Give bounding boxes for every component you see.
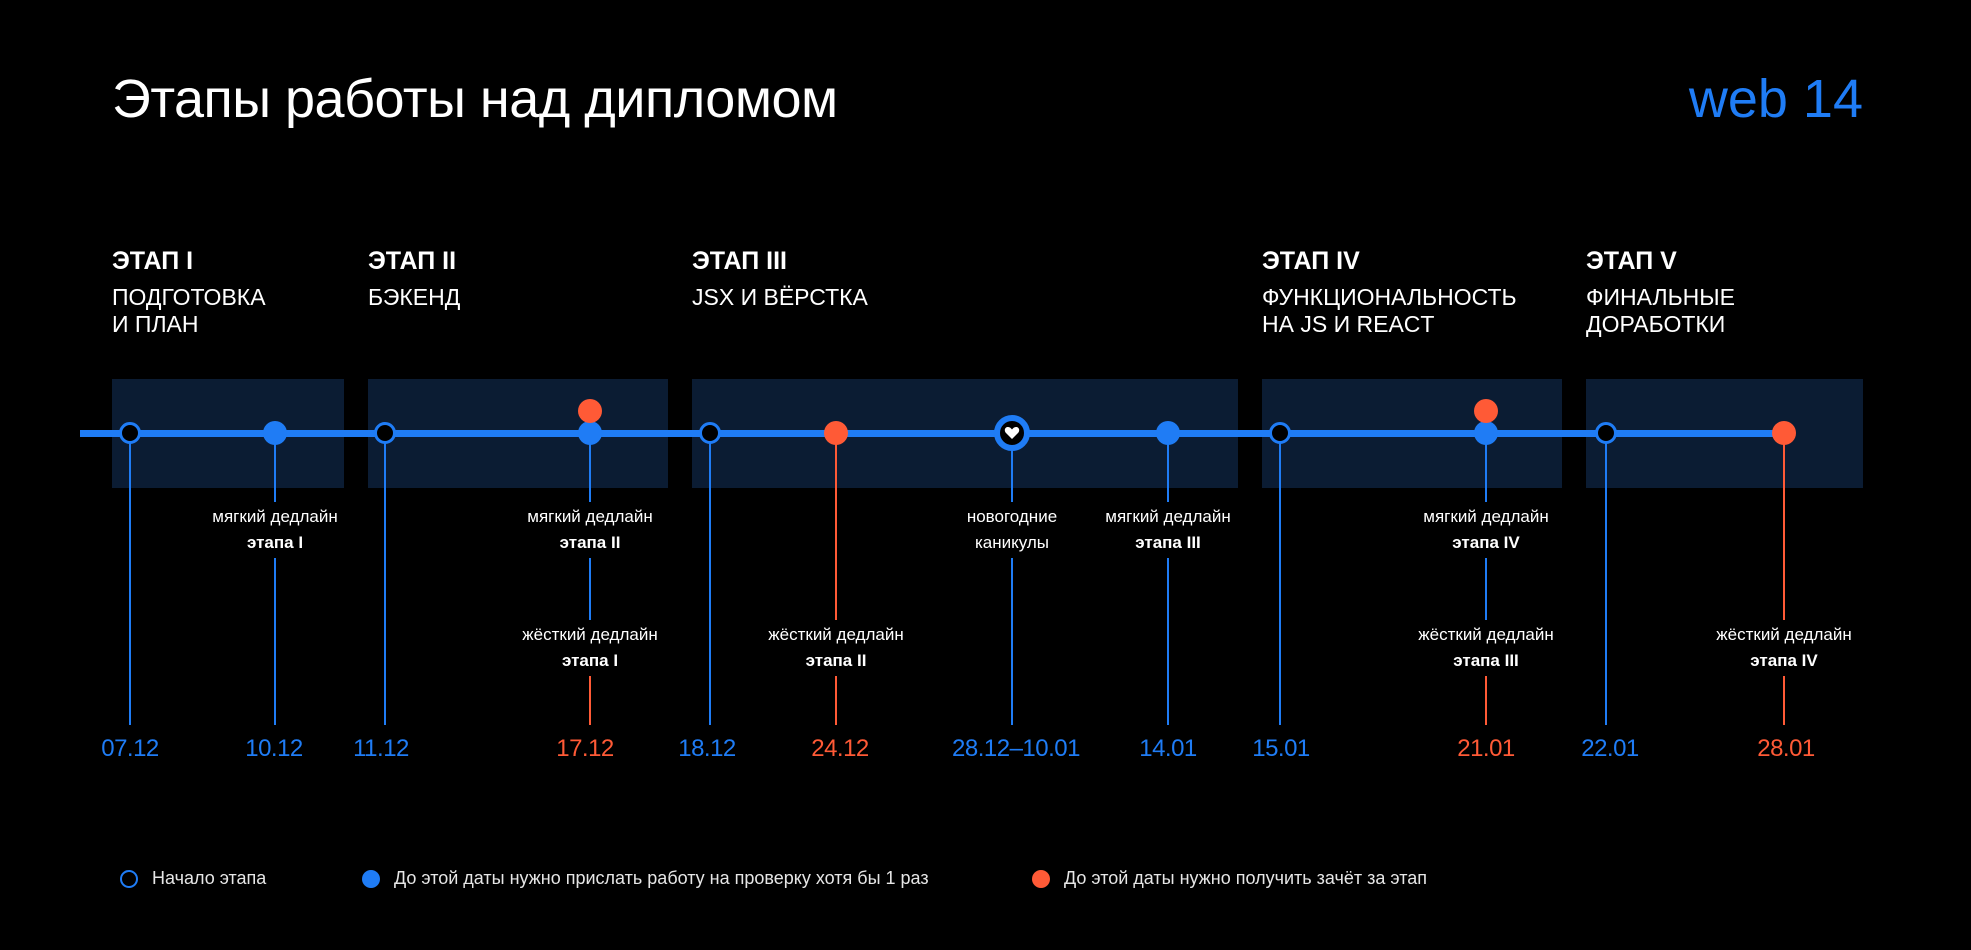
date-1012: 10.12	[245, 735, 303, 762]
legend-soft-text: До этой даты нужно прислать работу на пр…	[394, 868, 929, 888]
stem-1401	[1167, 433, 1169, 725]
label-hard-deadline-1: жёсткий дедлайн этапа I	[490, 620, 690, 676]
stage-1-name: ПОДГОТОВКА И ПЛАН	[112, 284, 266, 337]
stage-1-number: ЭТАП I	[112, 247, 194, 275]
date-2201: 22.01	[1581, 735, 1639, 762]
hard-deadline-marker-2412	[824, 421, 848, 445]
legend-start-text: Начало этапа	[152, 868, 267, 888]
start-marker-1812	[699, 422, 721, 444]
label-line-1: мягкий дедлайн	[1423, 507, 1549, 526]
label-line-1: новогодние	[966, 507, 1058, 526]
stem-2412	[835, 433, 837, 725]
start-marker-2201	[1595, 422, 1617, 444]
brand-logo: web 14	[1688, 69, 1863, 129]
label-soft-deadline-3: мягкий дедлайн этапа III	[1068, 502, 1268, 558]
label-line-1: мягкий дедлайн	[212, 507, 338, 526]
label-soft-deadline-1: мягкий дедлайн этапа I	[175, 502, 375, 558]
blue-dot-icon	[362, 869, 380, 888]
label-line-1: мягкий дедлайн	[1105, 507, 1231, 526]
date-1812: 18.12	[678, 735, 736, 762]
stage-5-number: ЭТАП V	[1586, 247, 1677, 275]
stage-5-header: ЭТАП V ФИНАЛЬНЫЕ ДОРАБОТКИ	[1586, 246, 1735, 338]
stage-4-number: ЭТАП IV	[1262, 247, 1360, 275]
label-line-1: жёсткий дедлайн	[1418, 625, 1554, 644]
start-marker-1501	[1269, 422, 1291, 444]
stage-2-number: ЭТАП II	[368, 247, 457, 275]
date-holiday-range: 28.12–10.01	[952, 735, 1080, 762]
label-hard-deadline-4: жёсткий дедлайн этапа IV	[1684, 620, 1884, 676]
stage-2-name: БЭКЕНД	[368, 284, 461, 310]
stage-5-name: ФИНАЛЬНЫЕ ДОРАБОТКИ	[1586, 284, 1735, 337]
hard-deadline-marker-2101	[1474, 399, 1498, 423]
date-2412: 24.12	[811, 735, 869, 762]
hard-deadline-marker-2801	[1772, 421, 1796, 445]
label-line-2: каникулы	[974, 533, 1050, 552]
start-marker-1112	[374, 422, 396, 444]
label-soft-deadline-4: мягкий дедлайн этапа IV	[1386, 502, 1586, 558]
label-line-2: этапа II	[559, 533, 621, 552]
label-line-2: этапа I	[246, 533, 304, 552]
soft-deadline-marker-2101	[1474, 421, 1498, 445]
label-line-2: этапа I	[561, 651, 619, 670]
date-1712: 17.12	[556, 735, 614, 762]
label-line-1: жёсткий дедлайн	[768, 625, 904, 644]
stem-1112	[384, 433, 386, 725]
soft-deadline-marker-1012	[263, 421, 287, 445]
stem-2201	[1605, 433, 1607, 725]
label-line-1: жёсткий дедлайн	[1716, 625, 1852, 644]
label-line-2: этапа II	[805, 651, 867, 670]
stem-1812	[709, 433, 711, 725]
stage-4-name: ФУНКЦИОНАЛЬНОСТЬ НА JS И REACT	[1262, 284, 1517, 337]
label-line-2: этапа III	[1453, 651, 1519, 670]
stage-3-number: ЭТАП III	[692, 247, 787, 275]
stage-3-name: JSX И ВЁРСТКА	[692, 284, 868, 310]
start-marker-0712	[119, 422, 141, 444]
red-dot-icon	[1032, 869, 1050, 888]
hollow-circle-icon	[120, 869, 138, 888]
soft-deadline-marker-1712	[578, 421, 602, 445]
stage-2-header: ЭТАП II БЭКЕНД	[368, 246, 460, 311]
stem-2801	[1783, 433, 1785, 725]
stem-1501	[1279, 433, 1281, 725]
timeline-line	[80, 430, 1787, 437]
heart-icon	[1004, 426, 1020, 439]
legend-hard-text: До этой даты нужно получить зачёт за эта…	[1064, 868, 1428, 888]
page-title: Этапы работы над дипломом	[112, 69, 838, 129]
legend-soft: До этой даты нужно прислать работу на пр…	[362, 868, 929, 889]
date-2801: 28.01	[1757, 735, 1815, 762]
legend-start: Начало этапа	[120, 868, 266, 889]
label-hard-deadline-3: жёсткий дедлайн этапа III	[1386, 620, 1586, 676]
holiday-marker	[994, 415, 1030, 451]
stem-0712	[129, 433, 131, 725]
date-1112: 11.12	[353, 735, 409, 762]
stem-1012	[274, 433, 276, 725]
hard-deadline-marker-1712	[578, 399, 602, 423]
date-1501: 15.01	[1252, 735, 1310, 762]
label-line-2: этапа III	[1135, 533, 1201, 552]
label-line-2: этапа IV	[1452, 533, 1520, 552]
label-hard-deadline-2: жёсткий дедлайн этапа II	[736, 620, 936, 676]
label-line-2: этапа IV	[1750, 651, 1818, 670]
date-0712: 07.12	[101, 735, 159, 762]
soft-deadline-marker-1401	[1156, 421, 1180, 445]
stage-3-header: ЭТАП III JSX И ВЁРСТКА	[692, 246, 868, 311]
stage-1-header: ЭТАП I ПОДГОТОВКА И ПЛАН	[112, 246, 266, 338]
stage-4-header: ЭТАП IV ФУНКЦИОНАЛЬНОСТЬ НА JS И REACT	[1262, 246, 1517, 338]
legend-hard: До этой даты нужно получить зачёт за эта…	[1032, 868, 1427, 889]
label-line-1: жёсткий дедлайн	[522, 625, 658, 644]
stem-holiday	[1011, 433, 1013, 725]
label-soft-deadline-2: мягкий дедлайн этапа II	[490, 502, 690, 558]
date-2101: 21.01	[1457, 735, 1515, 762]
label-line-1: мягкий дедлайн	[527, 507, 653, 526]
date-1401: 14.01	[1139, 735, 1197, 762]
